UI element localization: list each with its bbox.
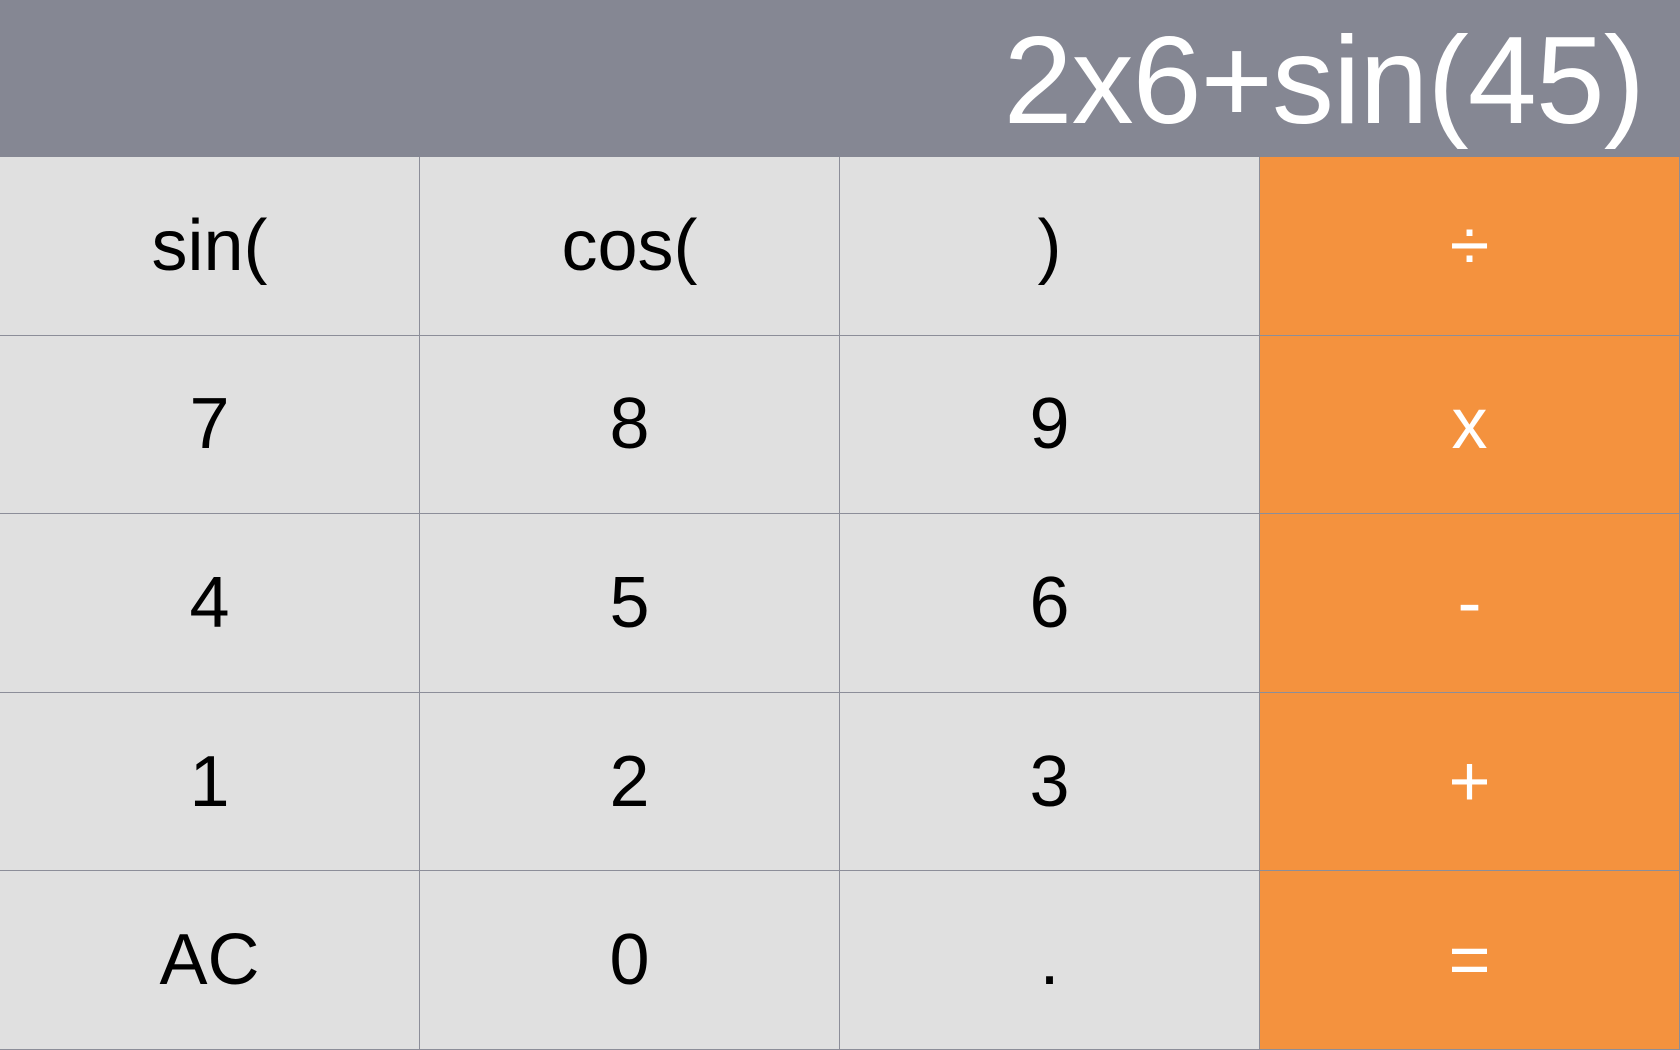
- sin-button[interactable]: sin(: [0, 157, 420, 336]
- digit-1-label: 1: [189, 741, 230, 822]
- decimal-point-button-label: .: [1039, 920, 1060, 1001]
- digit-9-button[interactable]: 9: [840, 335, 1260, 515]
- digit-0-label: 0: [609, 920, 650, 1001]
- digit-0-button[interactable]: 0: [420, 871, 840, 1050]
- close-paren-button-label: ): [1037, 205, 1062, 286]
- add-button-label: +: [1448, 741, 1491, 822]
- all-clear-button[interactable]: AC: [0, 871, 420, 1050]
- divide-button-label: ÷: [1449, 205, 1490, 286]
- digit-3-button[interactable]: 3: [840, 692, 1260, 872]
- digit-2-button[interactable]: 2: [420, 692, 840, 872]
- display-expression: 2x6+sin(45): [1003, 11, 1645, 150]
- digit-1-button[interactable]: 1: [0, 692, 420, 872]
- equals-button-label: =: [1448, 920, 1491, 1001]
- digit-9-label: 9: [1029, 384, 1070, 465]
- subtract-button-label: -: [1457, 562, 1482, 643]
- digit-5-label: 5: [609, 562, 650, 643]
- divide-button[interactable]: ÷: [1260, 157, 1680, 336]
- close-paren-button[interactable]: ): [840, 157, 1260, 336]
- digit-2-label: 2: [609, 741, 650, 822]
- multiply-button-label: x: [1451, 384, 1488, 465]
- subtract-button[interactable]: -: [1260, 514, 1680, 693]
- digit-4-button[interactable]: 4: [0, 514, 420, 693]
- keypad: sin( cos( ) ÷ 7 8 9 x 4 5 6 - 1 2 3 + AC…: [0, 157, 1680, 1050]
- digit-6-label: 6: [1029, 562, 1070, 643]
- add-button[interactable]: +: [1260, 692, 1680, 872]
- cos-button-label: cos(: [561, 205, 698, 286]
- cos-button[interactable]: cos(: [420, 157, 840, 336]
- digit-3-label: 3: [1029, 741, 1070, 822]
- all-clear-button-label: AC: [159, 920, 260, 1001]
- decimal-point-button[interactable]: .: [840, 871, 1260, 1050]
- calculator-display: 2x6+sin(45): [0, 0, 1680, 157]
- equals-button[interactable]: =: [1260, 871, 1680, 1050]
- digit-6-button[interactable]: 6: [840, 514, 1260, 693]
- digit-8-label: 8: [609, 384, 650, 465]
- digit-7-label: 7: [189, 384, 230, 465]
- digit-4-label: 4: [189, 562, 230, 643]
- digit-7-button[interactable]: 7: [0, 335, 420, 515]
- digit-8-button[interactable]: 8: [420, 335, 840, 515]
- sin-button-label: sin(: [151, 205, 268, 286]
- digit-5-button[interactable]: 5: [420, 514, 840, 693]
- multiply-button[interactable]: x: [1260, 335, 1680, 515]
